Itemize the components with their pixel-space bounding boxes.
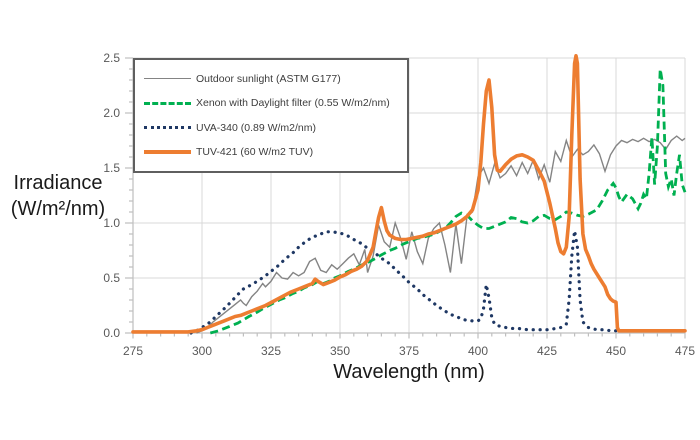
x-tick-label: 450 [606,344,626,358]
legend-label-xenon-daylight-filter: Xenon with Daylight filter (0.55 W/m2/nm… [196,97,390,110]
y-tick-label: 0.5 [103,271,120,285]
y-axis-title-line2: (W/m²/nm) [10,198,106,220]
series-xenon-daylight-filter [209,68,687,335]
y-tick-label: 1.0 [103,216,120,230]
x-tick-label: 325 [261,344,281,358]
series-tuv-421 [131,54,687,334]
legend-item-uva-340: UVA-340 (0.89 W/m2/nm) [144,122,407,134]
y-tick-label: 0.0 [103,326,120,340]
legend-line-sample-outdoor-sunlight [144,78,191,80]
legend: Outdoor sunlight (ASTM G177) Xenon with D… [133,58,409,173]
x-tick-label: 475 [675,344,695,358]
y-tick-label: 2.0 [103,106,120,120]
x-tick-label: 400 [468,344,488,358]
x-tick-label: 425 [537,344,557,358]
y-axis-title: Irradiance (W/m²/nm) [0,170,116,222]
legend-label-uva-340: UVA-340 (0.89 W/m2/nm) [196,121,317,134]
legend-line-sample-uva-340 [144,126,191,130]
legend-label-outdoor-sunlight: Outdoor sunlight (ASTM G177) [196,72,341,85]
legend-item-outdoor-sunlight: Outdoor sunlight (ASTM G177) [144,73,407,85]
legend-line-sample-tuv-421 [144,150,191,155]
x-tick-label: 350 [330,344,350,358]
legend-label-tuv-421: TUV-421 (60 W/m2 TUV) [196,146,314,159]
legend-item-xenon-daylight-filter: Xenon with Daylight filter (0.55 W/m2/nm… [144,97,407,109]
x-tick-label: 275 [123,344,143,358]
legend-item-tuv-421: TUV-421 (60 W/m2 TUV) [144,146,407,158]
series-uva-340 [189,230,618,335]
x-tick-label: 375 [399,344,419,358]
y-tick-label: 1.5 [103,161,120,175]
series-outdoor-sunlight [196,135,686,334]
x-tick-label: 300 [192,344,212,358]
x-axis-title: Wavelength (nm) [333,361,485,383]
y-tick-label: 2.5 [103,51,120,65]
legend-line-sample-xenon-daylight-filter [144,101,191,105]
y-axis-title-line1: Irradiance [13,172,103,194]
